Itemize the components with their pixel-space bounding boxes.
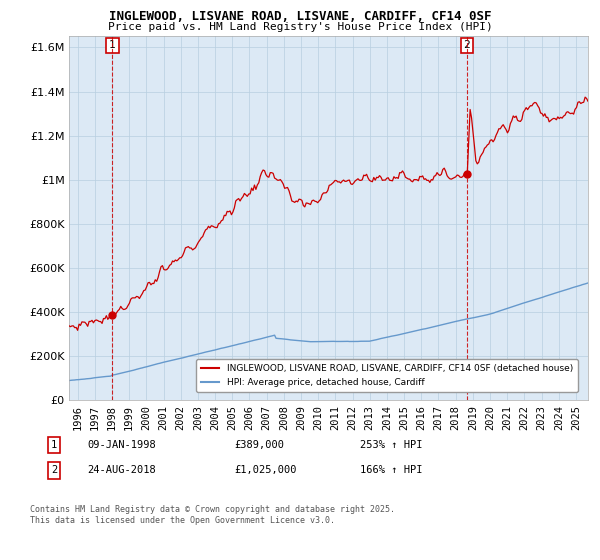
Text: 253% ↑ HPI: 253% ↑ HPI	[360, 440, 422, 450]
Text: £389,000: £389,000	[234, 440, 284, 450]
Legend: INGLEWOOD, LISVANE ROAD, LISVANE, CARDIFF, CF14 0SF (detached house), HPI: Avera: INGLEWOOD, LISVANE ROAD, LISVANE, CARDIF…	[196, 359, 578, 392]
Text: 166% ↑ HPI: 166% ↑ HPI	[360, 465, 422, 475]
Text: 1: 1	[109, 40, 116, 50]
Text: 24-AUG-2018: 24-AUG-2018	[87, 465, 156, 475]
Text: 2: 2	[51, 465, 57, 475]
Text: 1: 1	[51, 440, 57, 450]
Text: INGLEWOOD, LISVANE ROAD, LISVANE, CARDIFF, CF14 0SF: INGLEWOOD, LISVANE ROAD, LISVANE, CARDIF…	[109, 10, 491, 23]
Text: £1,025,000: £1,025,000	[234, 465, 296, 475]
Text: 2: 2	[463, 40, 470, 50]
Text: Contains HM Land Registry data © Crown copyright and database right 2025.
This d: Contains HM Land Registry data © Crown c…	[30, 505, 395, 525]
Text: Price paid vs. HM Land Registry's House Price Index (HPI): Price paid vs. HM Land Registry's House …	[107, 22, 493, 32]
Text: 09-JAN-1998: 09-JAN-1998	[87, 440, 156, 450]
